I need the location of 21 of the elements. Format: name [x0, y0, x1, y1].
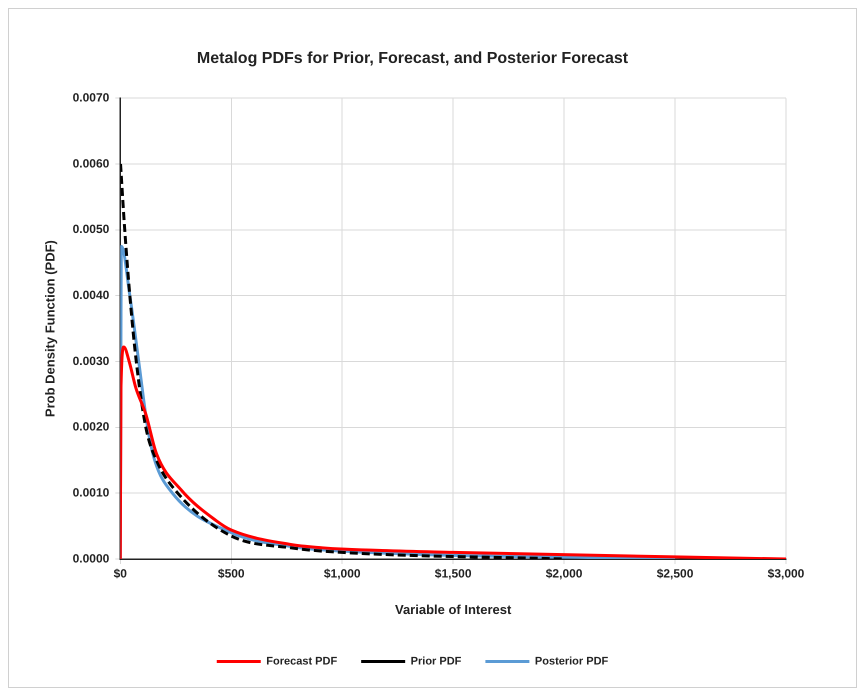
y-tick-label: 0.0060 — [72, 156, 110, 170]
y-tick-label: 0.0010 — [72, 485, 110, 500]
x-tick-label: $2,000 — [546, 566, 583, 581]
x-tick-label: $0 — [114, 566, 128, 581]
y-tick-label: 0.0050 — [72, 222, 110, 236]
legend-label: Posterior PDF — [534, 656, 609, 668]
y-tick-label: 0.0020 — [72, 420, 110, 434]
y-tick-label: 0.0030 — [72, 354, 110, 368]
x-axis-title: Variable of Interest — [394, 602, 512, 617]
x-tick-label: $2,500 — [656, 566, 694, 581]
x-tick-label: $1,000 — [324, 566, 361, 581]
x-tick-label: $3,000 — [768, 566, 805, 581]
y-tick-label: 0.0000 — [72, 551, 110, 566]
chart-title: Metalog PDFs for Prior, Forecast, and Posterior Forecast — [196, 50, 629, 68]
y-axis-title: Prob Density Function (PDF) — [42, 240, 58, 418]
legend-label: Forecast PDF — [266, 656, 338, 668]
y-tick-label: 0.0040 — [72, 288, 110, 302]
y-tick-label: 0.0070 — [72, 90, 110, 105]
x-tick-label: $1,500 — [434, 566, 472, 581]
legend-label: Prior PDF — [410, 656, 462, 668]
x-tick-label: $500 — [218, 566, 245, 581]
